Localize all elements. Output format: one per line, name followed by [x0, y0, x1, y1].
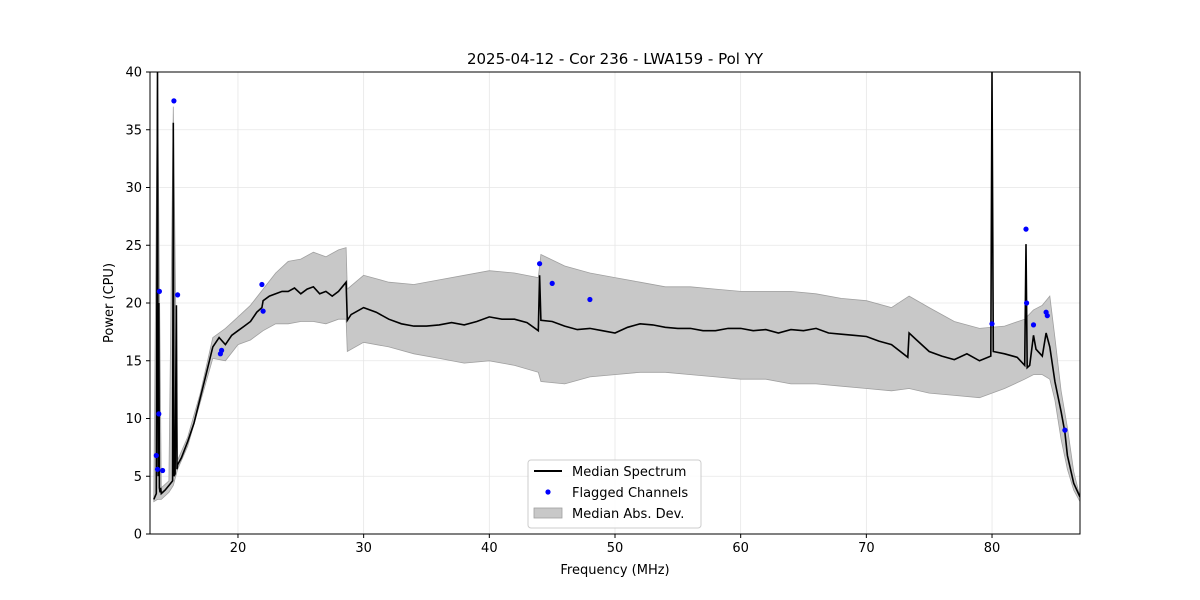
flagged-channel-points	[153, 98, 1068, 474]
y-tick-label: 35	[125, 123, 142, 138]
legend-marker-swatch	[545, 489, 551, 495]
flagged-channel-point	[153, 452, 159, 459]
x-axis-ticks: 20 30 40 50 60 70 80	[230, 534, 1001, 556]
x-tick-label: 60	[732, 541, 749, 556]
flagged-channel-point	[1024, 300, 1030, 306]
flagged-channel-point	[260, 308, 266, 314]
legend-frame	[527, 459, 702, 529]
y-tick-label: 25	[125, 239, 142, 254]
x-tick-label: 80	[984, 541, 1001, 556]
flagged-channel-point	[1062, 427, 1068, 433]
flagged-channel-point	[156, 288, 162, 294]
y-tick-label: 30	[125, 181, 142, 196]
chart-title: 2025-04-12 - Cor 236 - LWA159 - Pol YY	[467, 50, 764, 68]
x-axis-label: Frequency (MHz)	[560, 563, 669, 578]
x-tick-label: 20	[230, 541, 247, 556]
flagged-channel-point	[989, 321, 995, 327]
flagged-channel-point	[259, 281, 265, 288]
y-tick-label: 0	[134, 528, 142, 543]
flagged-channel-point	[1044, 313, 1050, 319]
flagged-channel-point	[537, 261, 543, 267]
flagged-channel-point	[171, 98, 177, 104]
y-tick-label: 40	[125, 66, 142, 81]
flagged-channel-point	[219, 347, 225, 353]
median-abs-dev-band	[153, 72, 1080, 503]
legend-label-median-spectrum: Median Spectrum	[572, 465, 686, 480]
legend-label-median-abs-dev: Median Abs. Dev.	[572, 507, 684, 522]
flagged-channel-point	[175, 292, 181, 298]
y-tick-label: 5	[134, 470, 142, 485]
median-spectrum-line	[153, 72, 1080, 500]
legend-band-swatch	[533, 507, 563, 519]
flagged-channel-point	[549, 280, 555, 286]
y-tick-label: 10	[125, 412, 142, 427]
flagged-channel-point	[1023, 226, 1029, 232]
flagged-channel-point	[587, 296, 593, 303]
legend-label-flagged-channels: Flagged Channels	[572, 486, 688, 501]
flagged-channel-point	[160, 467, 166, 474]
legend: Median Spectrum Flagged Channels Median …	[527, 459, 702, 529]
x-tick-label: 70	[858, 541, 875, 556]
x-tick-label: 40	[481, 541, 498, 556]
flagged-channel-point	[154, 466, 161, 472]
flagged-channel-point	[1030, 322, 1037, 328]
x-tick-label: 50	[607, 541, 624, 556]
y-axis-label: Power (CPU)	[102, 263, 117, 343]
flagged-channel-point	[156, 411, 162, 417]
y-tick-label: 15	[125, 354, 142, 369]
y-axis-ticks: 0 5 10 15 20 25 30 35 40	[125, 66, 150, 543]
y-tick-label: 20	[125, 297, 142, 312]
x-tick-label: 30	[355, 541, 372, 556]
